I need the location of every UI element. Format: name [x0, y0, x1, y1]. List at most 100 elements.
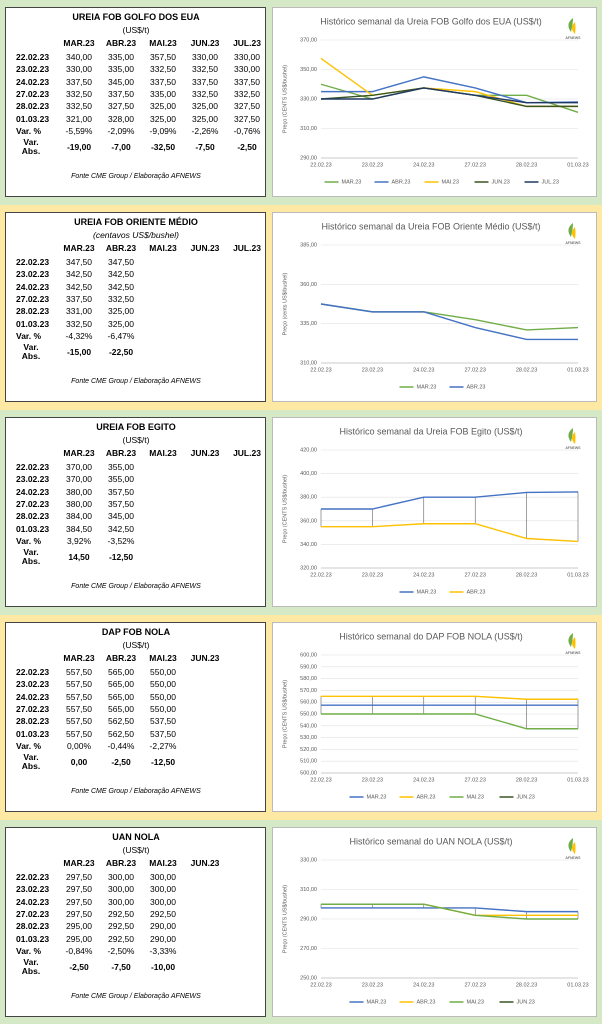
x-tick-label: 01.03.23	[567, 367, 588, 373]
row-label: Var. %	[16, 125, 42, 136]
x-tick-label: 24.02.23	[413, 777, 434, 783]
table-cell: 355,00	[108, 474, 134, 485]
row-label: 24.02.23	[16, 76, 50, 87]
row-label: Var. Abs.	[21, 547, 41, 567]
table-cell: 327,50	[234, 101, 260, 112]
y-tick-label: 250,00	[300, 975, 317, 981]
x-tick-label: 27.02.23	[464, 367, 485, 373]
y-tick-label: 360,00	[300, 282, 317, 288]
x-tick-label: 28.02.23	[516, 367, 537, 373]
x-tick-label: 23.02.23	[362, 367, 383, 373]
table-cell: 292,50	[108, 908, 134, 919]
x-tick-label: 24.02.23	[413, 572, 434, 578]
logo-text: AFNEWS	[566, 856, 582, 860]
table-cell: 290,00	[150, 921, 176, 932]
table-cell: -7,50	[195, 142, 215, 153]
logo-text: AFNEWS	[566, 241, 582, 245]
row-label: 27.02.23	[16, 703, 50, 714]
table-cell: 550,00	[150, 679, 176, 690]
row-label: 01.03.23	[16, 318, 50, 329]
x-tick-label: 23.02.23	[362, 982, 383, 988]
y-tick-label: 385,00	[300, 242, 317, 248]
table-cell: -9,09%	[149, 125, 177, 136]
table-cell: 337,50	[150, 76, 176, 87]
table-cell: 370,00	[66, 462, 92, 472]
x-tick-label: 27.02.23	[464, 777, 485, 783]
table-box: DAP FOB NOLA (US$/t) MAR.23 ABR.23 MAI.23 JUN…	[5, 622, 266, 812]
table-cell: 337,50	[108, 88, 134, 99]
table-cell: 300,00	[150, 884, 176, 895]
table-cell: -12,50	[108, 552, 134, 563]
table-cell: 370,00	[66, 474, 92, 485]
x-tick-label: 22.02.23	[310, 777, 331, 783]
series-line	[321, 695, 578, 700]
table-cell: 295,00	[66, 933, 92, 944]
table-cell: 325,00	[108, 306, 134, 317]
y-tick-label: 530,00	[300, 735, 317, 741]
row-label: Var. Abs.	[21, 957, 41, 977]
table-cell: 384,00	[66, 511, 92, 522]
table-unit: (centavos US$/bushel)	[93, 230, 179, 240]
table-cell: 328,00	[108, 113, 134, 124]
x-tick-label: 01.03.23	[567, 572, 588, 578]
table-cell: 384,50	[66, 523, 92, 534]
table-cell: -2,27%	[149, 740, 177, 751]
x-tick-label: 22.02.23	[310, 162, 331, 168]
row-label: 01.03.23	[16, 523, 50, 534]
x-tick-label: 23.02.23	[362, 572, 383, 578]
table-source: Fonte CME Group / Elaboração AFNEWS	[71, 378, 201, 385]
x-tick-label: 28.02.23	[516, 777, 537, 783]
table-cell: -3,33%	[149, 945, 177, 956]
y-tick-label: 360,00	[300, 518, 317, 524]
table-cell: 557,50	[66, 679, 92, 690]
chart-box: Histórico semanal do DAP FOB NOLA (US$/t…	[272, 622, 597, 812]
chart-box: Histórico semanal da Ureia FOB Oriente M…	[272, 212, 597, 402]
row-label: 23.02.23	[16, 269, 50, 280]
table-title: UREIA FOB EGITO	[96, 422, 176, 432]
row-label: 01.03.23	[16, 728, 50, 739]
table-cell: 325,00	[108, 318, 134, 329]
table-cell: -0,44%	[107, 740, 135, 751]
table-cell: 297,50	[66, 896, 92, 907]
table-cell: -10,00	[150, 962, 176, 973]
logo-leaf	[572, 432, 576, 444]
table-cell: -32,50	[150, 142, 176, 153]
table-cell: 537,50	[150, 728, 176, 739]
x-tick-label: 28.02.23	[516, 982, 537, 988]
x-tick-label: 24.02.23	[413, 367, 434, 373]
table-cell: 342,50	[66, 269, 92, 280]
chart-title: Histórico semanal da Ureia FOB Golfo dos…	[320, 16, 542, 26]
column-header: MAR.23	[63, 858, 95, 868]
table-cell: 300,00	[150, 896, 176, 907]
table-cell: 550,00	[150, 667, 176, 677]
y-tick-label: 270,00	[300, 946, 317, 952]
table-cell: 345,00	[108, 76, 134, 87]
table-cell: 355,00	[108, 462, 134, 472]
x-tick-label: 23.02.23	[362, 162, 383, 168]
y-tick-label: 580,00	[300, 676, 317, 682]
chart: Histórico semanal da Ureia FOB Golfo dos…	[282, 16, 588, 185]
table-cell: 292,50	[108, 933, 134, 944]
row-label: 28.02.23	[16, 716, 50, 727]
row-label: Var. %	[16, 330, 42, 341]
series-line	[321, 87, 578, 104]
y-tick-label: 600,00	[300, 652, 317, 658]
table-cell: 565,00	[108, 679, 134, 690]
table-cell: 332,50	[108, 293, 134, 304]
y-tick-label: 335,00	[300, 321, 317, 327]
legend-label: MAR.23	[342, 179, 362, 185]
column-header: MAR.23	[63, 653, 95, 663]
x-tick-label: 22.02.23	[310, 572, 331, 578]
table-cell: 335,00	[108, 52, 134, 62]
table-cell: 330,00	[234, 52, 260, 62]
y-tick-label: 330,00	[300, 857, 317, 863]
chart: Histórico semanal da Ureia FOB Egito (US…	[282, 426, 588, 595]
y-tick-label: 350,00	[300, 67, 317, 73]
table-cell: -12,50	[150, 757, 176, 768]
row-label: 24.02.23	[16, 691, 50, 702]
y-tick-label: 500,00	[300, 770, 317, 776]
table-cell: 342,50	[66, 281, 92, 292]
logo-leaf	[568, 223, 573, 237]
table-cell: -2,26%	[191, 125, 219, 136]
x-tick-label: 01.03.23	[567, 162, 588, 168]
